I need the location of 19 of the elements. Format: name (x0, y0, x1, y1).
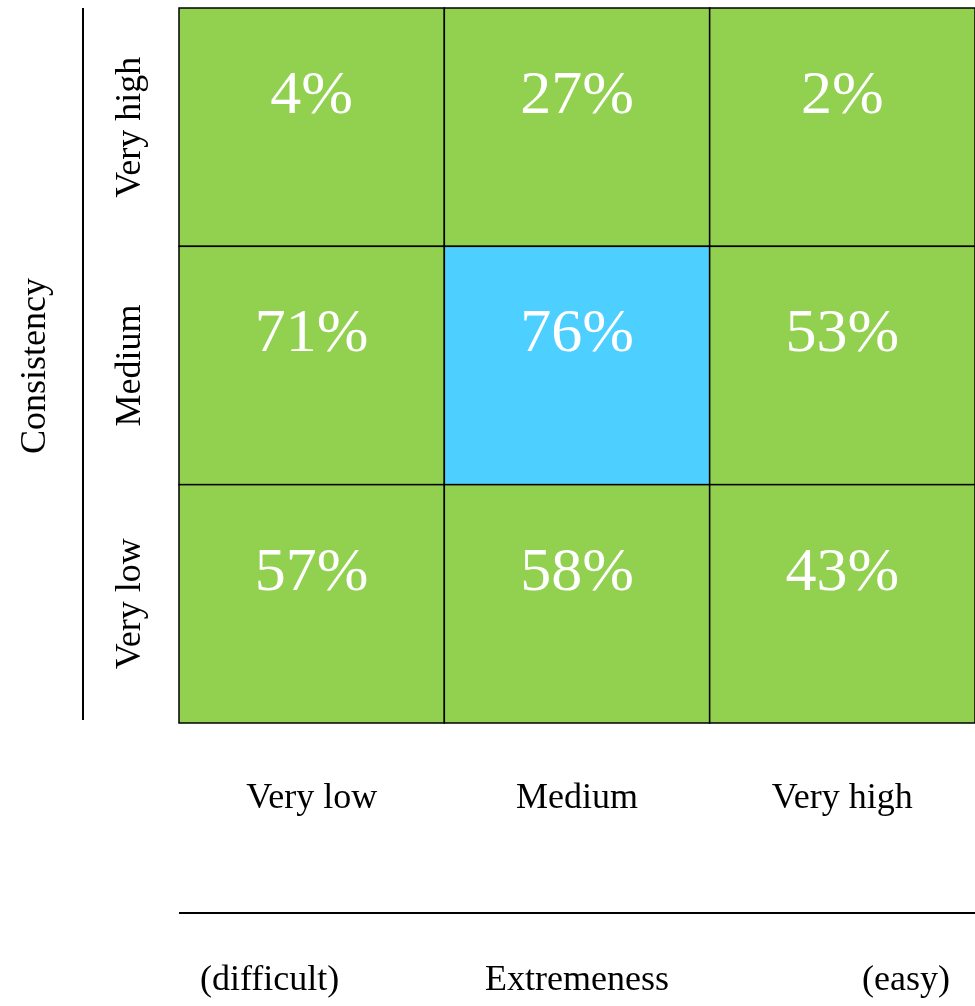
y-tick-label: Medium (108, 304, 148, 427)
data-label: 76% (520, 296, 634, 365)
y-axis-title: Consistency (13, 278, 53, 454)
data-label: 71% (254, 296, 369, 365)
data-label: 58% (520, 534, 634, 603)
data-label: 53% (785, 296, 900, 365)
x-tick-label: Very high (771, 776, 913, 816)
x-tick-label: Medium (516, 776, 638, 816)
data-label: 27% (520, 58, 634, 126)
data-label: 57% (254, 534, 369, 603)
text: (difficult) (200, 958, 340, 998)
data-label: 2% (801, 58, 884, 126)
data-label: 4% (270, 58, 353, 126)
y-tick-label: Very high (108, 56, 148, 198)
x-axis-title: Extremeness (485, 958, 669, 998)
text: (easy) (862, 958, 950, 998)
data-label: 43% (785, 534, 900, 603)
y-tick-label: Very low (108, 538, 148, 670)
x-tick-label: Very low (246, 776, 378, 816)
